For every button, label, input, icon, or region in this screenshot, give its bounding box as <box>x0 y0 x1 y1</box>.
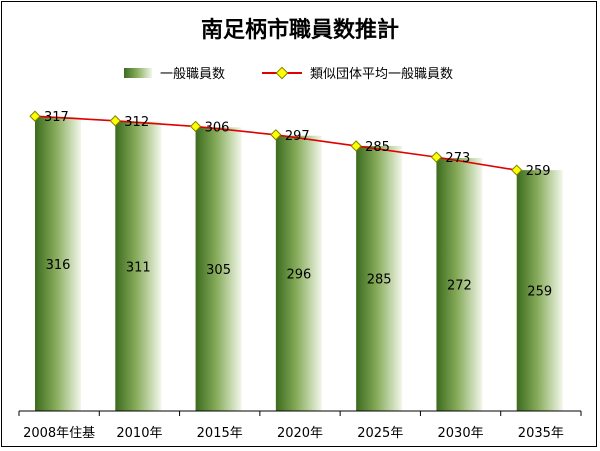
x-tick-label: 2008年住基 <box>23 426 95 441</box>
legend-label-bar: 一般職員数 <box>160 66 225 82</box>
bar-series <box>35 117 563 412</box>
line-series <box>29 110 523 176</box>
x-tick-label: 2020年 <box>277 426 323 441</box>
legend-line-marker <box>275 66 289 80</box>
x-tick-label: 2025年 <box>357 426 403 441</box>
bar <box>115 121 162 412</box>
line-marker <box>430 151 443 163</box>
line-marker <box>350 140 362 152</box>
legend-label-line: 類似団体平均一般職員数 <box>310 66 453 82</box>
line-value-label: 306 <box>205 120 230 135</box>
line-marker <box>511 164 523 176</box>
line-marker <box>270 129 282 141</box>
x-tick-label: 2015年 <box>197 426 243 441</box>
line-value-label: 312 <box>124 115 149 130</box>
bar-data-labels: 316 311 305 296 285 272 259 <box>46 258 553 300</box>
bar <box>195 127 242 411</box>
bar <box>35 117 81 412</box>
line-value-label: 285 <box>365 140 390 155</box>
line-data-labels: 317 312 306 297 285 273 259 <box>44 110 551 179</box>
x-tick-label: 2030年 <box>438 426 484 441</box>
bar <box>436 158 483 411</box>
bar-value-label: 305 <box>206 263 231 278</box>
bar-value-label: 285 <box>367 272 392 287</box>
line-value-label: 273 <box>445 151 470 166</box>
legend-bar-swatch <box>124 68 152 78</box>
line-marker <box>109 115 121 127</box>
line-value-label: 317 <box>44 110 69 125</box>
x-axis-ticks <box>18 411 582 416</box>
bar-value-label: 259 <box>527 285 552 300</box>
line-value-label: 297 <box>285 129 310 144</box>
bar <box>356 145 403 411</box>
x-tick-label: 2035年 <box>518 426 564 441</box>
chart-title: 南足柄市職員数推計 <box>201 17 399 43</box>
line-marker <box>189 120 202 133</box>
x-tick-label: 2010年 <box>116 426 162 441</box>
bar-value-label: 272 <box>447 279 472 294</box>
bar-value-label: 311 <box>126 260 151 275</box>
line-value-label: 259 <box>526 164 551 179</box>
bar-value-label: 316 <box>46 258 71 273</box>
bar <box>516 170 563 411</box>
bar <box>275 135 322 411</box>
line-marker <box>29 110 41 122</box>
legend: 一般職員数 類似団体平均一般職員数 <box>124 66 453 82</box>
x-axis-tick-labels: 2008年住基 2010年 2015年 2020年 2025年 2030年 2035年 <box>23 426 564 441</box>
bar-value-label: 296 <box>286 267 311 282</box>
